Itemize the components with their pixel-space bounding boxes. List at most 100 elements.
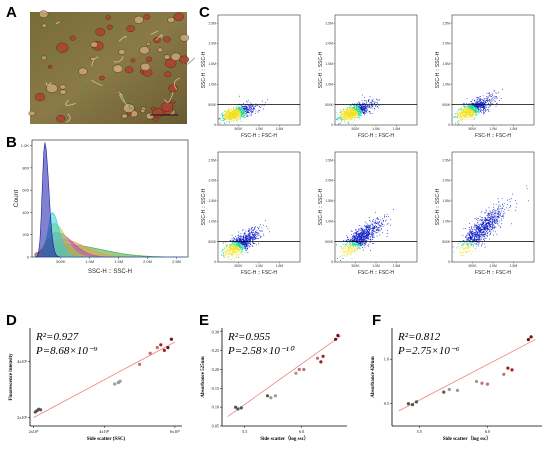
cell-body (112, 64, 124, 73)
event-point (352, 115, 354, 117)
event-point (227, 119, 229, 121)
event-point (355, 235, 357, 237)
event-point (352, 117, 354, 119)
event-point (479, 102, 481, 104)
event-point (247, 110, 249, 112)
cell-body (163, 54, 171, 60)
event-point (344, 122, 346, 124)
event-point (348, 113, 349, 115)
event-point (349, 247, 350, 249)
event-point (235, 106, 237, 108)
event-point (341, 113, 343, 115)
event-point (356, 104, 358, 106)
event-point (341, 119, 342, 120)
event-point (242, 103, 244, 104)
event-point (515, 209, 517, 211)
event-point (251, 229, 253, 231)
event-point (236, 120, 238, 122)
event-point (349, 244, 351, 246)
event-point (365, 100, 367, 102)
event-point (464, 118, 465, 120)
y-tick-label: 1.0M (208, 82, 216, 86)
event-point (244, 243, 246, 245)
event-point (362, 230, 364, 232)
y-tick-label: 2.5M (325, 21, 333, 25)
event-point (377, 217, 378, 219)
event-point (475, 102, 477, 104)
event-point (494, 98, 496, 100)
event-point (236, 248, 238, 250)
event-point (479, 102, 481, 104)
event-point (248, 242, 250, 244)
event-point (338, 123, 340, 125)
event-point (458, 114, 459, 116)
event-point (229, 113, 231, 115)
cell-process (128, 100, 134, 110)
event-point (365, 238, 367, 240)
event-point (354, 250, 356, 252)
event-point (355, 108, 357, 110)
event-point (353, 251, 355, 252)
event-point (462, 118, 463, 120)
event-point (342, 118, 344, 120)
event-point (384, 215, 386, 217)
event-point (263, 108, 265, 110)
event-point (452, 246, 454, 248)
event-point (350, 254, 352, 256)
event-point (372, 105, 374, 107)
event-point (492, 230, 494, 232)
event-point (353, 110, 355, 112)
event-point (482, 95, 484, 97)
event-point (350, 251, 352, 253)
event-point (376, 235, 378, 237)
event-point (248, 246, 250, 248)
event-point (362, 243, 364, 245)
event-point (371, 229, 373, 231)
event-point (244, 116, 246, 118)
event-point (482, 105, 484, 107)
event-point (228, 112, 230, 114)
event-point (375, 229, 377, 231)
event-point (236, 110, 237, 112)
event-point (351, 245, 353, 247)
event-point (238, 112, 240, 114)
event-point (238, 117, 240, 119)
event-point (462, 117, 464, 119)
event-point (247, 99, 249, 101)
event-point (258, 232, 260, 234)
event-point (376, 227, 378, 228)
event-point (348, 109, 350, 111)
event-point (340, 118, 342, 120)
event-point (491, 98, 493, 100)
event-point (360, 245, 362, 247)
event-point (462, 120, 464, 122)
event-point (372, 98, 374, 100)
event-point (463, 114, 465, 115)
event-point (349, 247, 351, 248)
event-point (362, 236, 363, 238)
event-point (357, 117, 359, 118)
event-point (237, 110, 239, 112)
event-point (354, 109, 356, 111)
event-point (479, 107, 481, 109)
event-point (355, 232, 357, 233)
event-point (222, 249, 224, 250)
event-point (255, 103, 257, 105)
event-point (233, 249, 235, 251)
event-point (374, 101, 376, 103)
event-point (465, 244, 467, 246)
cell-process (119, 94, 129, 107)
cell-body (122, 103, 135, 113)
event-point (372, 100, 373, 102)
cell-body (124, 66, 134, 74)
event-point (237, 251, 239, 253)
event-point (249, 233, 250, 234)
event-point (341, 115, 343, 117)
event-point (351, 114, 353, 116)
event-point (244, 111, 246, 113)
event-point (460, 108, 462, 110)
event-point (342, 115, 344, 117)
event-point (362, 242, 364, 244)
cell-process (168, 96, 180, 109)
event-point (223, 120, 225, 122)
